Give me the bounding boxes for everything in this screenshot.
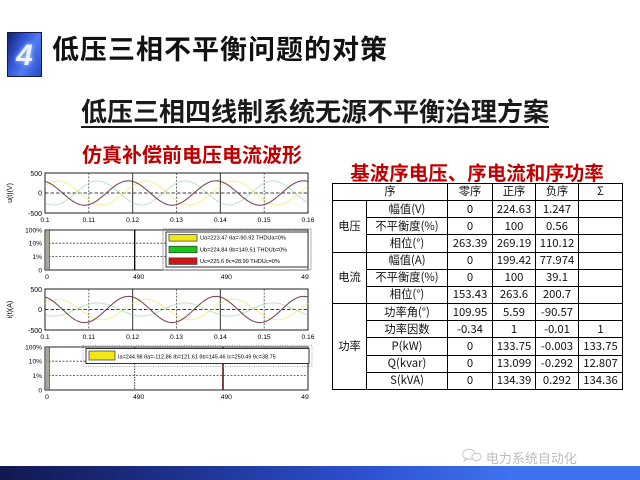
svg-text:49: 49 (301, 394, 309, 401)
svg-text:490: 490 (133, 394, 144, 401)
svg-text:0: 0 (38, 307, 42, 314)
svg-text:100%: 100% (25, 345, 42, 352)
svg-text:Ua=223.47 θa=-90.92 THDUa=0%: Ua=223.47 θa=-90.92 THDUa=0% (200, 236, 286, 242)
svg-text:0.15: 0.15 (258, 217, 271, 224)
svg-text:0: 0 (38, 268, 42, 275)
svg-text:500: 500 (30, 287, 42, 294)
svg-text:490: 490 (221, 394, 232, 401)
svg-text:0: 0 (45, 394, 49, 401)
svg-text:0: 0 (38, 191, 42, 198)
svg-text:490: 490 (133, 274, 144, 281)
svg-text:0.11: 0.11 (83, 334, 96, 341)
svg-text:500: 500 (30, 171, 42, 178)
svg-text:0.13: 0.13 (170, 334, 183, 341)
svg-text:0.15: 0.15 (258, 334, 271, 341)
svg-text:1%: 1% (32, 373, 42, 380)
svg-text:49: 49 (301, 274, 309, 281)
svg-text:0.11: 0.11 (83, 217, 96, 224)
svg-text:10%: 10% (29, 241, 42, 248)
svg-text:0: 0 (38, 388, 42, 395)
svg-text:0.12: 0.12 (126, 334, 139, 341)
svg-text:490: 490 (221, 274, 232, 281)
svg-text:Ub=224.84 θb=149.51 THDUb=0%: Ub=224.84 θb=149.51 THDUb=0% (200, 247, 287, 253)
svg-text:Ia=244.98 θa=-112.86 Ib=121.61: Ia=244.98 θa=-112.86 Ib=121.61 θb=145.46… (118, 355, 276, 361)
svg-text:100%: 100% (25, 228, 42, 235)
svg-text:u(t)(V): u(t)(V) (7, 183, 14, 203)
svg-text:Uc=225.6 θc=28.99 THDUc=0%: Uc=225.6 θc=28.99 THDUc=0% (200, 259, 280, 265)
svg-text:0.14: 0.14 (214, 334, 227, 341)
svg-text:0.1: 0.1 (40, 334, 50, 341)
svg-text:0: 0 (45, 274, 49, 281)
svg-text:i(t)(A): i(t)(A) (7, 301, 14, 319)
svg-text:10%: 10% (29, 359, 42, 366)
svg-text:1%: 1% (32, 254, 42, 261)
svg-text:0.12: 0.12 (126, 217, 139, 224)
svg-text:0.1: 0.1 (40, 217, 50, 224)
svg-text:0.14: 0.14 (214, 217, 227, 224)
svg-text:0.16: 0.16 (301, 334, 314, 341)
svg-text:0.16: 0.16 (301, 217, 314, 224)
svg-text:0.13: 0.13 (170, 217, 183, 224)
